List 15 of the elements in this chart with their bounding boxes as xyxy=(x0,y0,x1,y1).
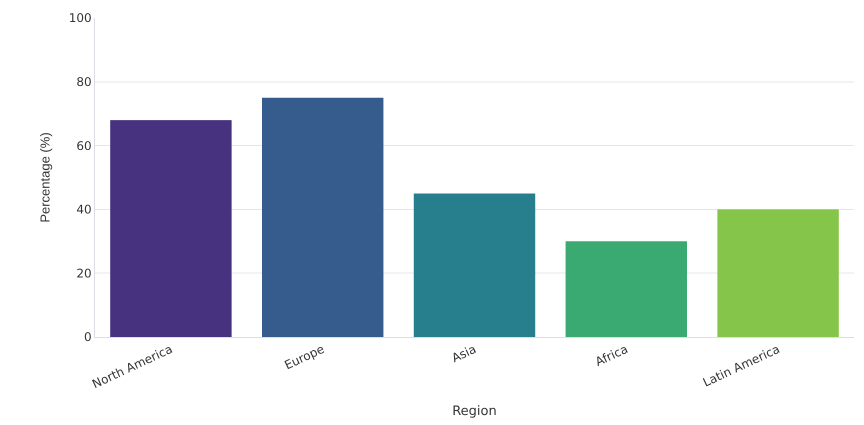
y-tick-label: 0 xyxy=(84,330,92,344)
bar xyxy=(566,241,688,337)
bar xyxy=(262,98,384,337)
x-axis-title: Region xyxy=(452,404,497,419)
x-tick-label: Africa xyxy=(593,342,630,370)
bar xyxy=(414,193,536,337)
y-tick-label: 40 xyxy=(76,202,92,217)
bar xyxy=(717,209,839,337)
y-axis-title: Percentage (%) xyxy=(38,132,53,223)
x-tick-label: Asia xyxy=(450,342,478,366)
y-tick-label: 80 xyxy=(76,75,92,89)
y-tick-label: 60 xyxy=(76,138,92,153)
bar xyxy=(110,120,232,337)
y-tick-label: 20 xyxy=(76,266,92,280)
y-tick-label: 100 xyxy=(68,11,92,26)
